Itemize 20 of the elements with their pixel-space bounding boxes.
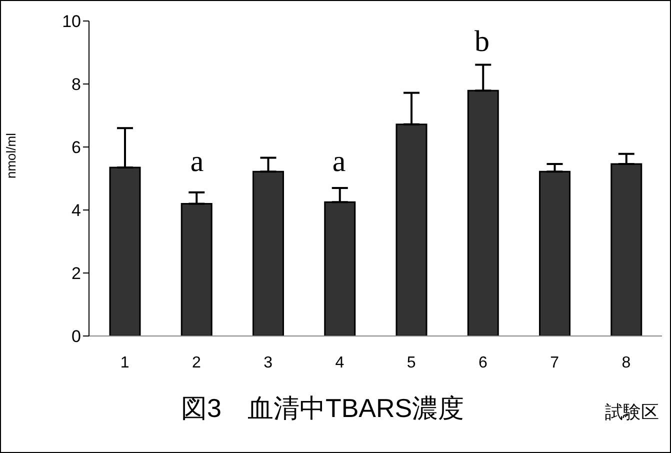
y-tick-label: 2 [72, 264, 81, 284]
y-tick-label: 4 [72, 201, 81, 220]
x-tick-label: 4 [335, 354, 344, 372]
y-tick-label: 0 [72, 327, 81, 346]
x-tick-label: 5 [406, 354, 416, 372]
annotation: b [474, 25, 490, 58]
annotation: a [189, 145, 205, 178]
text: 図3 血清中TBARS濃度 [181, 392, 464, 425]
x-tick-label: 1 [120, 354, 130, 372]
y-axis-title: nmol/ml [4, 132, 19, 178]
x-tick-label: 8 [622, 354, 631, 372]
x-tick-label: 7 [550, 354, 560, 372]
y-tick-label: 6 [72, 138, 81, 158]
x-axis-title: 試験区 [605, 401, 659, 424]
x-tick-label: 3 [264, 354, 273, 372]
y-tick-label: 8 [72, 75, 81, 94]
x-tick-label: 6 [478, 354, 488, 372]
x-tick-label: 2 [192, 354, 201, 372]
y-tick-label: 10 [62, 12, 81, 32]
annotation: a [331, 145, 347, 178]
